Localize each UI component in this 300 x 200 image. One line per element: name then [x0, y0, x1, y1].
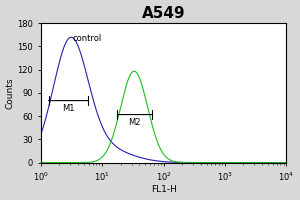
Text: M1: M1: [62, 104, 75, 113]
Text: control: control: [73, 34, 102, 43]
X-axis label: FL1-H: FL1-H: [151, 185, 176, 194]
Y-axis label: Counts: Counts: [6, 77, 15, 109]
Text: M2: M2: [128, 118, 141, 127]
Title: A549: A549: [142, 6, 185, 21]
